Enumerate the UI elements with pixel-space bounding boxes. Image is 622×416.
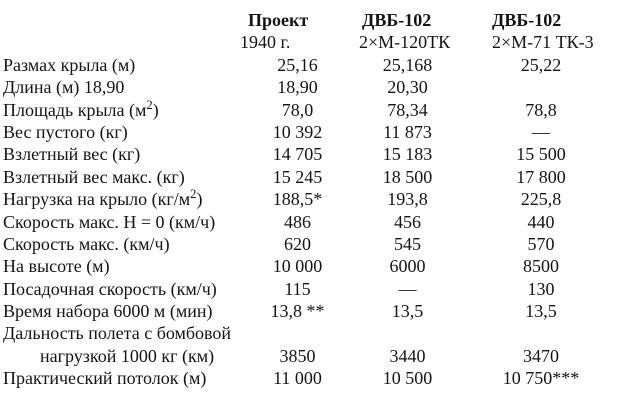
value-cell-dvb102-m71tk3: 25,22 [520,54,562,75]
value-cell-project1940: 10 392 [272,121,323,142]
table-row: Время набора 6000 м (мин) 13,8 ** 13,5 1… [0,300,622,322]
row-label: Время набора 6000 м (мин) [3,301,213,322]
table-row: Практический потолок (м) 11 000 10 500 1… [0,367,622,389]
table-row: Длина (м) 18,90 18,90 20,30 [0,76,622,98]
column-header-project: Проект [248,10,309,30]
header-empty-cell [0,9,240,31]
row-label: Дальность полета с бомбовой [3,323,232,344]
value-cell-dvb102-m120tk: 18 500 [382,166,433,187]
value-cell-dvb102-m120tk: 78,34 [387,99,428,120]
value-cell-project1940: 18,90 [277,77,318,98]
value-cell-dvb102-m120tk: 10 500 [382,368,433,389]
row-label: Скорость макс. (км/ч) [3,233,170,254]
column-subheader-engines-m120tk: 2×М-120ТК [359,32,451,53]
row-label: Взлетный вес макс. (кг) [3,166,185,187]
value-cell-project1940: 115 [284,278,311,299]
table-header-row-2: 1940 г. 2×М-120ТК 2×М-71 ТК-3 [0,31,622,53]
row-label: Площадь крыла (м2) [0,97,240,121]
value-cell-dvb102-m71tk3: 3470 [523,345,559,366]
superscript-2: 2 [146,97,153,112]
value-cell-project1940: 11 000 [273,368,322,389]
table-row: Площадь крыла (м2) 78,0 78,34 78,8 [0,97,622,121]
value-cell-project1940: 15 245 [272,166,323,187]
value-cell-dvb102-m71tk3: — [532,121,550,142]
row-label: Посадочная скорость (км/ч) [3,278,217,299]
value-cell-dvb102-m71tk3: 13,5 [525,301,557,322]
column-header-dvb102-m120tk: ДВБ-102 [362,10,432,30]
value-cell-dvb102-m71tk3: 17 800 [516,166,566,187]
value-cell-dvb102-m71tk3: 225,8 [520,189,562,210]
header-empty-cell [0,31,240,53]
value-cell-dvb102-m120tk [355,322,460,344]
value-cell-dvb102-m71tk3: 130 [527,278,555,299]
table-header-row-1: Проект ДВБ-102 ДВБ-102 [0,9,622,31]
value-cell-project1940: 10 000 [272,256,323,277]
value-cell-project1940: 486 [284,211,311,232]
table-row: Посадочная скорость (км/ч) 115 — 130 [0,278,622,300]
row-label-text: ) [152,99,159,120]
row-label: Взлетный вес (кг) [3,144,141,165]
table-row: Взлетный вес макс. (кг) 15 245 18 500 17… [0,166,622,188]
table-row: нагрузкой 1000 кг (км) 3850 3440 3470 [0,345,622,367]
value-cell-dvb102-m71tk3: 15 500 [516,144,566,165]
value-cell-dvb102-m71tk3: 570 [527,233,555,254]
value-cell-dvb102-m71tk3: 78,8 [525,99,557,120]
value-cell-dvb102-m120tk: 11 873 [383,121,432,142]
value-cell-dvb102-m71tk3 [460,322,622,344]
row-label: Длина (м) 18,90 [3,77,125,98]
row-label-text: Площадь крыла (м [3,99,147,120]
row-label: Вес пустого (кг) [3,121,128,142]
value-cell-project1940: 188,5* [272,189,323,210]
row-label: Нагрузка на крыло (кг/м2) [0,188,240,210]
value-cell-dvb102-m120tk: 545 [394,233,421,254]
table-row: Скорость макс. (км/ч) 620 545 570 [0,233,622,255]
value-cell-project1940: 3850 [279,345,316,366]
value-cell-dvb102-m120tk: 13,5 [391,301,424,322]
table-row: Вес пустого (кг) 10 392 11 873 — [0,121,622,143]
value-cell-dvb102-m71tk3: 8500 [523,256,559,277]
value-cell-project1940: 25,16 [277,54,318,75]
row-label: Размах крыла (м) [3,54,136,75]
value-cell-dvb102-m120tk: 20,30 [387,77,428,98]
value-cell-dvb102-m120tk: 15 183 [382,144,433,165]
table-row: Дальность полета с бомбовой [0,322,622,344]
value-cell-dvb102-m120tk: 3440 [389,345,426,366]
value-cell-dvb102-m71tk3: 10 750*** [502,368,580,389]
table-row: Нагрузка на крыло (кг/м2) 188,5* 193,8 2… [0,188,622,210]
table-row: Взлетный вес (кг) 14 705 15 183 15 500 [0,143,622,165]
row-label-text: ) [196,189,203,210]
value-cell-project1940: 78,0 [281,99,314,120]
value-cell-project1940: 14 705 [272,144,323,165]
value-cell-project1940 [240,322,355,344]
row-label: На высоте (м) [3,256,110,277]
value-cell-project1940: 620 [284,233,311,254]
column-subheader-project-year: 1940 г. [240,32,291,53]
value-cell-dvb102-m120tk: 25,168 [382,54,433,75]
value-cell-dvb102-m71tk3: 440 [527,211,555,232]
column-header-dvb102-m71tk3: ДВБ-102 [492,10,562,30]
row-label: нагрузкой 1000 кг (км) [40,345,215,366]
row-label-text: Нагрузка на крыло (кг/м [3,189,191,210]
table-row: Размах крыла (м) 25,16 25,168 25,22 [0,54,622,76]
row-label: Практический потолок (м) [3,368,207,389]
value-cell-project1940: 13,8 ** [270,301,325,322]
superscript-2: 2 [190,187,197,202]
table-row: На высоте (м) 10 000 6000 8500 [0,255,622,277]
column-subheader-engines-m71tk3: 2×М-71 ТК-3 [492,32,594,53]
value-cell-dvb102-m120tk: 6000 [389,256,426,277]
row-label: Скорость макс. Н = 0 (км/ч) [3,211,216,232]
table-row: Скорость макс. Н = 0 (км/ч) 486 456 440 [0,211,622,233]
value-cell-dvb102-m120tk: 193,8 [387,189,428,210]
value-cell-dvb102-m120tk: 456 [394,211,421,232]
value-cell-dvb102-m120tk: — [398,278,417,299]
value-cell-dvb102-m71tk3 [460,76,622,98]
